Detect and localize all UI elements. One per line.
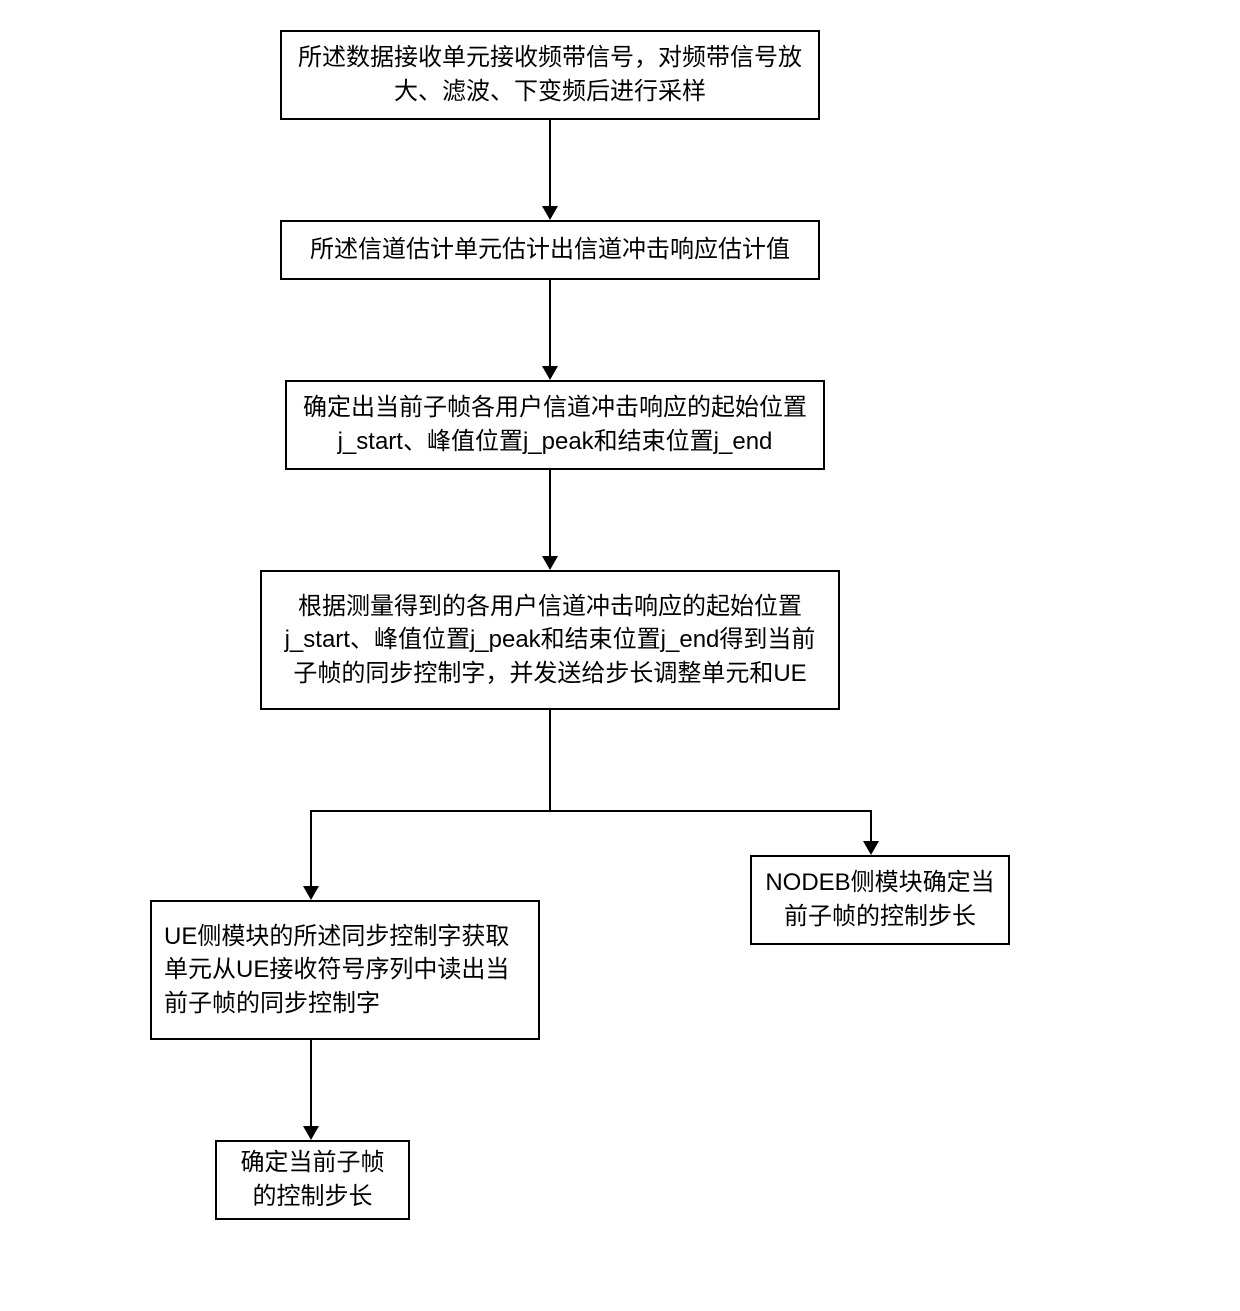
arrowhead-branch-right bbox=[863, 841, 879, 855]
arrowhead-n3-n4 bbox=[542, 556, 558, 570]
node-channel-estimate: 所述信道估计单元估计出信道冲击响应估计值 bbox=[280, 220, 820, 280]
node-text: 所述数据接收单元接收频带信号，对频带信号放大、滤波、下变频后进行采样 bbox=[294, 41, 806, 108]
node-nodeb-side: NODEB侧模块确定当前子帧的控制步长 bbox=[750, 855, 1010, 945]
node-text: UE侧模块的所述同步控制字获取单元从UE接收符号序列中读出当前子帧的同步控制字 bbox=[164, 920, 526, 1021]
node-data-receive: 所述数据接收单元接收频带信号，对频带信号放大、滤波、下变频后进行采样 bbox=[280, 30, 820, 120]
node-text: 所述信道估计单元估计出信道冲击响应估计值 bbox=[310, 233, 790, 267]
node-ue-side: UE侧模块的所述同步控制字获取单元从UE接收符号序列中读出当前子帧的同步控制字 bbox=[150, 900, 540, 1040]
edge-n2-n3 bbox=[549, 280, 551, 366]
node-determine-positions: 确定出当前子帧各用户信道冲击响应的起始位置j_start、峰值位置j_peak和… bbox=[285, 380, 825, 470]
edge-n5-n7 bbox=[310, 1040, 312, 1126]
edge-n3-n4 bbox=[549, 470, 551, 556]
arrowhead-n2-n3 bbox=[542, 366, 558, 380]
flowchart-container: 所述数据接收单元接收频带信号，对频带信号放大、滤波、下变频后进行采样 所述信道估… bbox=[0, 0, 1240, 1311]
arrowhead-n1-n2 bbox=[542, 206, 558, 220]
edge-n4-branch-stub bbox=[549, 710, 551, 810]
node-text: 确定出当前子帧各用户信道冲击响应的起始位置j_start、峰值位置j_peak和… bbox=[299, 391, 811, 458]
node-text: NODEB侧模块确定当前子帧的控制步长 bbox=[764, 866, 996, 933]
node-sync-control-word: 根据测量得到的各用户信道冲击响应的起始位置j_start、峰值位置j_peak和… bbox=[260, 570, 840, 710]
node-text: 根据测量得到的各用户信道冲击响应的起始位置j_start、峰值位置j_peak和… bbox=[274, 590, 826, 691]
node-determine-step: 确定当前子帧的控制步长 bbox=[215, 1140, 410, 1220]
edge-branch-horizontal bbox=[310, 810, 872, 812]
arrowhead-branch-left bbox=[303, 886, 319, 900]
edge-n1-n2 bbox=[549, 120, 551, 206]
edge-branch-right bbox=[870, 810, 872, 841]
node-text: 确定当前子帧的控制步长 bbox=[229, 1146, 396, 1213]
arrowhead-n5-n7 bbox=[303, 1126, 319, 1140]
edge-branch-left bbox=[310, 810, 312, 886]
